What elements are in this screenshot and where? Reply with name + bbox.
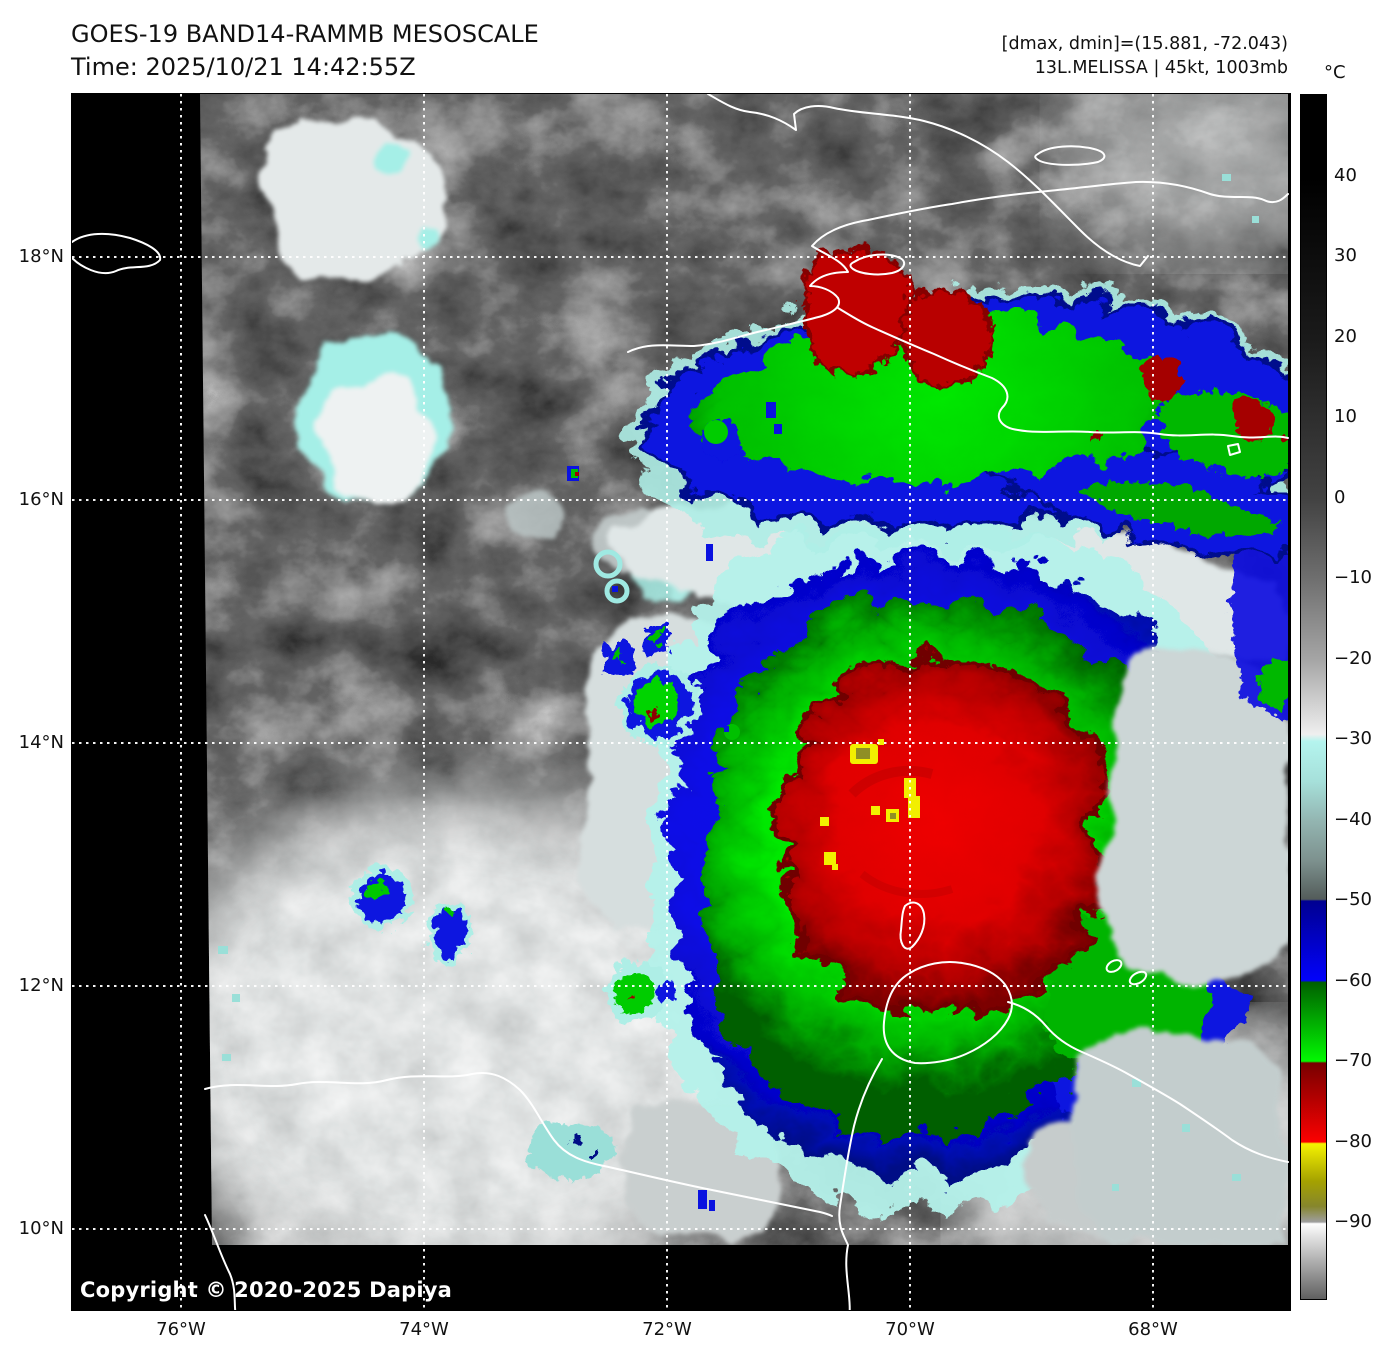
colorbar-unit-label: °C — [1324, 62, 1346, 83]
coastline-south-america-west — [204, 1072, 833, 1217]
colorbar-tick: 10 — [1334, 406, 1357, 427]
coastline-venezuela — [1007, 1001, 1289, 1163]
band-red-cores — [798, 245, 1286, 439]
lat-axis-label-14n: 14°N — [18, 732, 64, 753]
coastline-beata-islet — [1227, 443, 1241, 456]
page-title: GOES-19 BAND14-RAMMB MESOSCALE — [71, 20, 539, 48]
colorbar-tick: −90 — [1334, 1211, 1372, 1232]
colorbar-tick: −70 — [1334, 1050, 1372, 1071]
lon-axis-label-70w: 70°W — [885, 1319, 935, 1340]
colorbar-tick: −30 — [1334, 728, 1372, 749]
lon-axis-label-76w: 76°W — [156, 1319, 206, 1340]
coastline-curacao — [1105, 959, 1123, 973]
cell-sw-2 — [424, 897, 468, 962]
storm-info-label: 13L.MELISSA | 45kt, 1003mb — [1034, 58, 1288, 78]
coastline-bonaire — [1128, 970, 1148, 986]
coastline-islet-in-core — [899, 901, 926, 950]
colorbar-tick: −50 — [1334, 889, 1372, 910]
map-canvas: Copyright © 2020-2025 Dapiya — [71, 93, 1291, 1311]
colorbar-tick: −20 — [1334, 648, 1372, 669]
coastline-jamaica — [72, 232, 162, 275]
colorbar-tick: −10 — [1334, 567, 1372, 588]
satellite-image — [72, 94, 1290, 1310]
colorbar-tick: 20 — [1334, 326, 1357, 347]
colorbar-tick: −60 — [1334, 970, 1372, 991]
cell-sw-1 — [346, 863, 408, 925]
coastlines — [72, 94, 1289, 1310]
coastline-cuba — [707, 94, 1149, 267]
cloud-field-east — [1027, 651, 1288, 1245]
small-convective-cells — [218, 174, 1259, 1211]
coastline-guajira-peninsula — [882, 961, 1013, 1065]
hurricane-cold-red-core — [773, 645, 1095, 1003]
satellite-data-layer — [200, 94, 1288, 1245]
cell-14n — [615, 661, 697, 743]
dmax-dmin-label: [dmax, dmin]=(15.881, -72.043) — [1001, 34, 1288, 54]
convective-band-north — [616, 245, 1288, 547]
temperature-colorbar — [1300, 94, 1327, 1300]
colorbar-tick: −40 — [1334, 809, 1372, 830]
colorbar-tick: −80 — [1334, 1131, 1372, 1152]
right-edge-convection — [1227, 524, 1288, 719]
cell-12n — [602, 959, 672, 1019]
coastline-tortue-island — [1034, 145, 1106, 166]
lat-axis-label-18n: 18°N — [18, 246, 64, 267]
coastline-hispaniola-south — [837, 307, 1289, 439]
band-green — [685, 311, 1159, 474]
copyright-watermark: Copyright © 2020-2025 Dapiya — [80, 1278, 452, 1302]
time-label: Time: 2025/10/21 14:42:55Z — [71, 53, 416, 81]
colorbar-tick: 0 — [1334, 487, 1346, 508]
lat-axis-label-10n: 10°N — [18, 1218, 64, 1239]
lat-axis-label-12n: 12°N — [18, 975, 64, 996]
coastline-gonave-island — [849, 253, 906, 276]
colorbar-tick: 40 — [1334, 165, 1357, 186]
colorbar-tick: 30 — [1334, 245, 1357, 266]
coastline-hispaniola-north — [627, 180, 1289, 353]
lon-axis-label-72w: 72°W — [642, 1319, 692, 1340]
coastline-maracaibo — [838, 1058, 883, 1310]
lon-axis-label-68w: 68°W — [1128, 1319, 1178, 1340]
overshooting-tops-yellow-spots — [820, 739, 920, 870]
gridlines — [72, 94, 1290, 1310]
lon-axis-label-74w: 74°W — [399, 1319, 449, 1340]
coastline-uraba — [204, 1214, 237, 1310]
lat-axis-label-16n: 16°N — [18, 489, 64, 510]
